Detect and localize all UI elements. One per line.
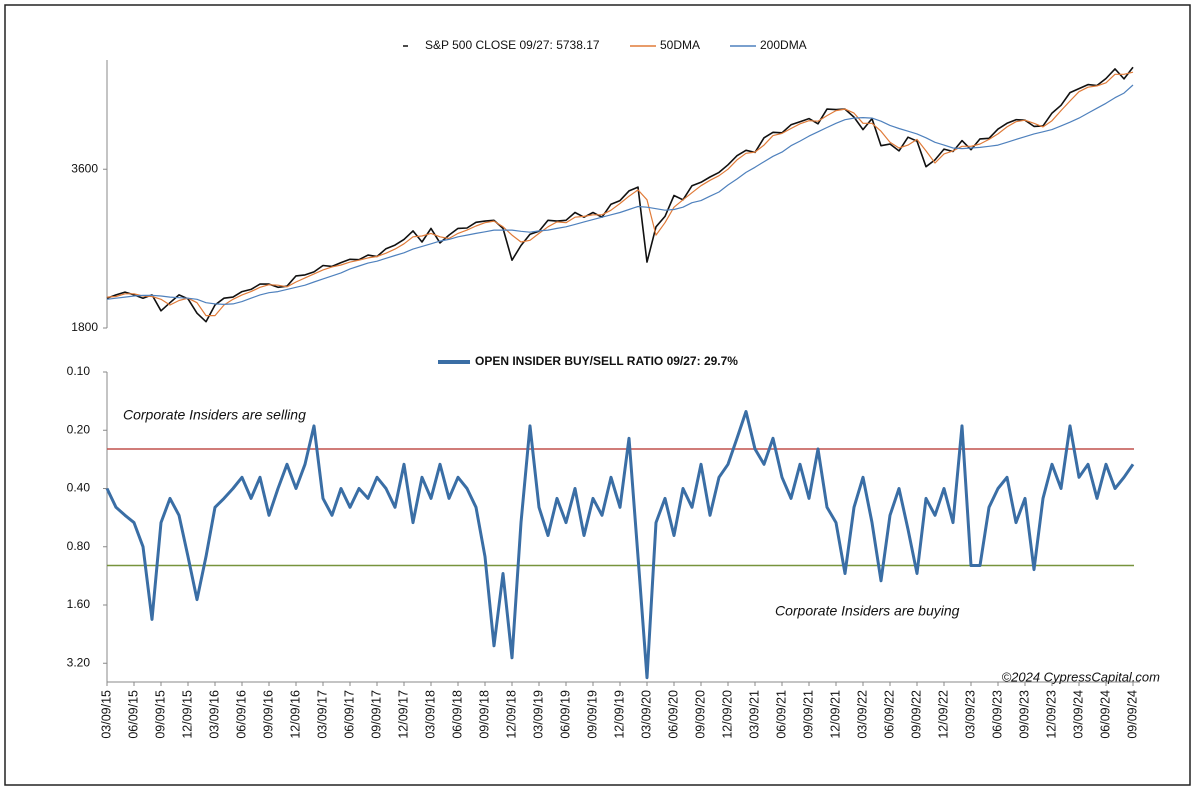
y-tick-label: 1.60 — [67, 597, 91, 611]
x-tick-label: 03/09/20 — [639, 690, 653, 739]
x-tick-label: 06/09/18 — [450, 690, 464, 739]
x-tick-label: 12/09/15 — [180, 690, 194, 739]
legend-label: S&P 500 CLOSE 09/27: 5738.17 — [425, 38, 600, 52]
x-tick-label: 12/09/22 — [936, 690, 950, 739]
x-tick-label: 09/09/19 — [585, 690, 599, 739]
x-tick-label: 06/09/15 — [126, 690, 140, 739]
x-tick-label: 06/09/20 — [666, 690, 680, 739]
x-tick-label: 03/09/19 — [531, 690, 545, 739]
x-tick-label: 09/09/16 — [261, 690, 275, 739]
y-tick-label: 3.20 — [67, 655, 91, 669]
x-tick-label: 09/09/18 — [477, 690, 491, 739]
x-tick-label: 09/09/23 — [1017, 690, 1031, 739]
x-tick-label: 09/09/15 — [153, 690, 167, 739]
x-tick-label: 03/09/22 — [855, 690, 869, 739]
annotation: Corporate Insiders are buying — [775, 603, 960, 619]
y-tick-label: 1800 — [71, 320, 98, 334]
y-tick-label: 0.80 — [67, 539, 91, 553]
x-tick-label: 12/09/18 — [504, 690, 518, 739]
frame — [4, 4, 1191, 786]
x-tick-label: 06/09/19 — [558, 690, 572, 739]
series-line — [106, 71, 1134, 317]
x-tick-label: 03/09/21 — [747, 690, 761, 739]
series-line — [106, 66, 1134, 323]
x-tick-label: 09/09/24 — [1125, 690, 1139, 739]
x-tick-label: 06/09/22 — [882, 690, 896, 739]
x-tick-label: 12/09/17 — [396, 690, 410, 739]
x-tick-label: 12/09/20 — [720, 690, 734, 739]
x-tick-label: 09/09/17 — [369, 690, 383, 739]
y-tick-label: 0.40 — [67, 481, 91, 495]
x-tick-label: 12/09/21 — [828, 690, 842, 739]
x-tick-label: 09/09/20 — [693, 690, 707, 739]
legend-label: OPEN INSIDER BUY/SELL RATIO 09/27: 29.7% — [475, 354, 738, 368]
legend: S&P 500 CLOSE 09/27: 5738.17 50DMA 200DM… — [403, 38, 807, 368]
x-tick-label: 06/09/16 — [234, 690, 248, 739]
x-tick-label: 06/09/17 — [342, 690, 356, 739]
y-tick-label: 0.10 — [67, 364, 91, 378]
x-tick-label: 06/09/24 — [1098, 690, 1112, 739]
x-tick-label: 03/09/15 — [99, 690, 113, 739]
legend-label: 50DMA — [660, 38, 700, 52]
y-tick-label: 0.20 — [67, 422, 91, 436]
y-tick-label: 3600 — [71, 161, 98, 175]
x-tick-label: 12/09/16 — [288, 690, 302, 739]
x-tick-label: 09/09/21 — [801, 690, 815, 739]
x-tick-label: 03/09/24 — [1071, 690, 1085, 739]
legend-label: 200DMA — [760, 38, 807, 52]
series-line — [106, 84, 1134, 305]
x-tick-label: 06/09/21 — [774, 690, 788, 739]
x-tick-label: 12/09/23 — [1044, 690, 1058, 739]
x-tick-label: 09/09/22 — [909, 690, 923, 739]
x-tick-label: 03/09/16 — [207, 690, 221, 739]
x-tick-label: 03/09/17 — [315, 690, 329, 739]
x-tick-label: 06/09/23 — [990, 690, 1004, 739]
x-tick-label: 03/09/23 — [963, 690, 977, 739]
annotation: Corporate Insiders are selling — [123, 407, 306, 423]
x-tick-label: 12/09/19 — [612, 690, 626, 739]
annotation: ©2024 CypressCapital.com — [1002, 669, 1161, 684]
series-line — [105, 410, 1135, 680]
x-tick-label: 03/09/18 — [423, 690, 437, 739]
